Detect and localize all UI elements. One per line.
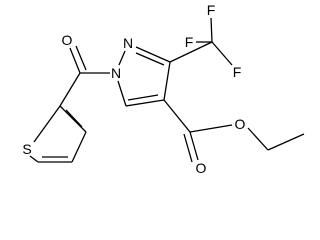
bond — [71, 131, 87, 163]
structure: O N N F F F S O O — [22, 2, 305, 176]
bond — [189, 131, 199, 161]
bond — [135, 46, 171, 63]
bond — [189, 124, 233, 133]
bond — [211, 41, 233, 66]
bond — [267, 133, 305, 151]
bond — [117, 80, 127, 107]
bond — [210, 17, 213, 43]
bond — [29, 155, 39, 163]
atom-label: O — [235, 116, 246, 132]
bond — [33, 105, 61, 143]
atom-label: N — [111, 65, 121, 81]
atom-label: F — [185, 34, 194, 50]
atom-label: S — [22, 141, 31, 157]
bonds — [29, 17, 305, 163]
atom-label: F — [207, 2, 216, 18]
atom-label: O — [62, 32, 73, 48]
atom-label: O — [196, 160, 207, 176]
bond — [247, 127, 269, 151]
bond — [118, 50, 126, 66]
bond — [125, 99, 165, 107]
bond — [135, 52, 165, 66]
bond — [163, 99, 191, 133]
bond — [69, 47, 81, 74]
bond — [169, 41, 213, 63]
bond — [183, 133, 193, 163]
bond — [163, 61, 171, 101]
bond — [127, 94, 159, 101]
bond — [59, 72, 81, 107]
bond — [65, 109, 83, 128]
atom-label: N — [123, 35, 133, 51]
atom-label: F — [233, 64, 242, 80]
atom-labels: O N N F F F S O O — [22, 2, 245, 176]
bond — [59, 105, 87, 133]
bond — [75, 45, 87, 71]
